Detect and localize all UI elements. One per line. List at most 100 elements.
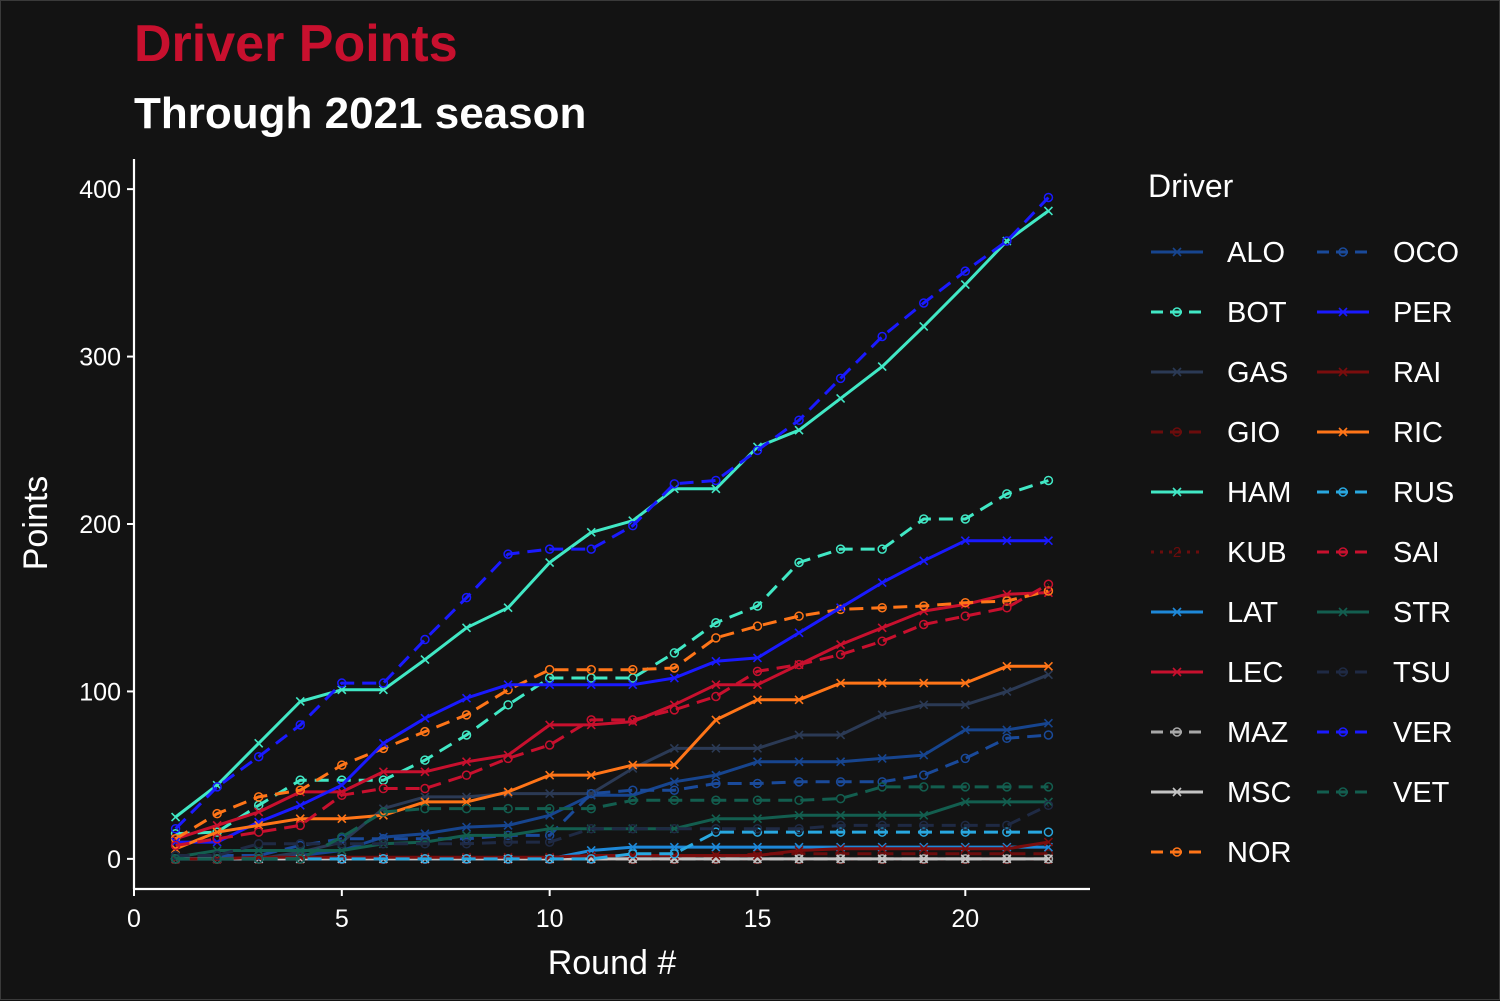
legend-key-marker: [1338, 667, 1348, 677]
data-point-rus: [711, 827, 721, 837]
data-point-rai: [960, 844, 970, 854]
legend-key-marker: [1172, 307, 1182, 317]
data-point-oco: [544, 830, 555, 841]
data-point-bot: [1002, 489, 1012, 499]
data-point-ham: [170, 812, 181, 822]
data-point-ric: [586, 770, 596, 780]
data-point-nor: [337, 760, 347, 770]
series-line-alo: [175, 721, 1049, 861]
series-line-ric: [175, 664, 1049, 851]
data-point-per: [752, 653, 763, 663]
legend-key-marker: [1172, 367, 1182, 377]
data-point-tsu: [170, 850, 181, 861]
data-point-str: [1002, 797, 1012, 807]
data-point-nor: [1043, 586, 1054, 596]
data-point-vet: [461, 803, 472, 814]
legend-item-lec: LEC: [1151, 657, 1283, 689]
legend-label: RAI: [1393, 357, 1441, 389]
data-point-rus: [586, 854, 596, 864]
data-point-vet: [835, 793, 846, 804]
data-point-bot: [835, 544, 846, 554]
data-point-sai: [544, 740, 555, 750]
data-point-ham: [877, 362, 887, 372]
data-point-gas: [711, 743, 721, 753]
data-point-per: [628, 680, 638, 690]
legend-item-ham: HAM: [1151, 477, 1291, 509]
data-point-sai: [877, 636, 887, 646]
data-point-ver: [628, 520, 638, 531]
data-point-vet: [586, 803, 596, 814]
data-point-rus: [1043, 827, 1054, 837]
series-line-nor: [174, 589, 1049, 841]
legend-label: LAT: [1227, 597, 1278, 629]
data-point-oco: [835, 777, 846, 787]
legend-label: STR: [1393, 597, 1451, 629]
data-point-ham: [420, 655, 430, 665]
data-point-ric: [461, 797, 472, 807]
data-point-per: [420, 713, 430, 723]
legend-label: TSU: [1393, 657, 1451, 689]
data-point-bot: [960, 514, 971, 524]
data-point-ver: [752, 445, 763, 456]
data-point-tsu: [835, 820, 846, 831]
data-point-gas: [919, 700, 929, 710]
data-point-ric: [752, 695, 763, 705]
y-tick-label: 0: [107, 846, 121, 874]
data-point-per: [919, 556, 929, 566]
data-point-nor: [1002, 596, 1012, 606]
legend-key-marker: [1338, 547, 1348, 557]
data-point-bot: [295, 775, 306, 785]
data-point-rai: [254, 852, 264, 862]
data-point-rai: [919, 844, 929, 854]
data-point-ric: [628, 760, 638, 770]
data-point-lec: [1002, 589, 1012, 599]
data-point-str: [545, 824, 555, 834]
data-point-msc: [1043, 854, 1053, 864]
series-ver: [170, 192, 1054, 834]
data-point-str: [295, 845, 305, 856]
data-point-alo: [1002, 725, 1012, 735]
data-point-str: [752, 814, 763, 824]
data-point-lec: [461, 757, 472, 767]
data-point-sai: [586, 715, 596, 725]
data-point-nor: [628, 664, 638, 675]
series-line-vet: [175, 785, 1049, 861]
data-point-bot: [503, 700, 513, 710]
data-point-ver: [378, 678, 389, 688]
series-line-rai: [175, 840, 1049, 861]
data-point-per: [836, 603, 846, 613]
legend-title: Driver: [1148, 168, 1234, 204]
data-point-ric: [545, 770, 555, 780]
data-point-vet: [420, 803, 430, 814]
data-point-bot: [461, 730, 472, 740]
data-point-ric: [669, 760, 679, 770]
data-point-lat: [628, 842, 638, 852]
legend-label: VET: [1393, 777, 1450, 809]
data-point-tsu: [752, 823, 763, 834]
data-point-vet: [295, 854, 306, 864]
legend-label: GAS: [1227, 357, 1288, 389]
data-point-per: [461, 693, 472, 703]
data-point-tsu: [253, 839, 264, 849]
series-tsu: [170, 800, 1054, 861]
data-point-msc: [794, 854, 804, 864]
data-point-rai: [1043, 837, 1053, 847]
data-point-alo: [669, 777, 679, 787]
data-point-tsu: [794, 823, 804, 834]
data-point-tsu: [337, 839, 347, 849]
data-point-per: [545, 680, 555, 690]
data-point-ric: [337, 814, 347, 824]
data-point-lat: [669, 842, 679, 852]
legend-key-marker: [1172, 427, 1182, 437]
data-point-ham: [378, 685, 388, 695]
data-point-bot: [794, 557, 804, 568]
data-point-msc: [919, 854, 929, 864]
legend-key-marker: [1338, 427, 1348, 437]
data-point-ric: [919, 678, 929, 688]
legend-label: PER: [1393, 297, 1453, 329]
data-point-oco: [918, 770, 929, 780]
data-point-vet: [1002, 782, 1012, 792]
data-point-vet: [1043, 782, 1054, 792]
data-point-rus: [503, 854, 513, 864]
y-tick-label: 200: [79, 511, 121, 539]
